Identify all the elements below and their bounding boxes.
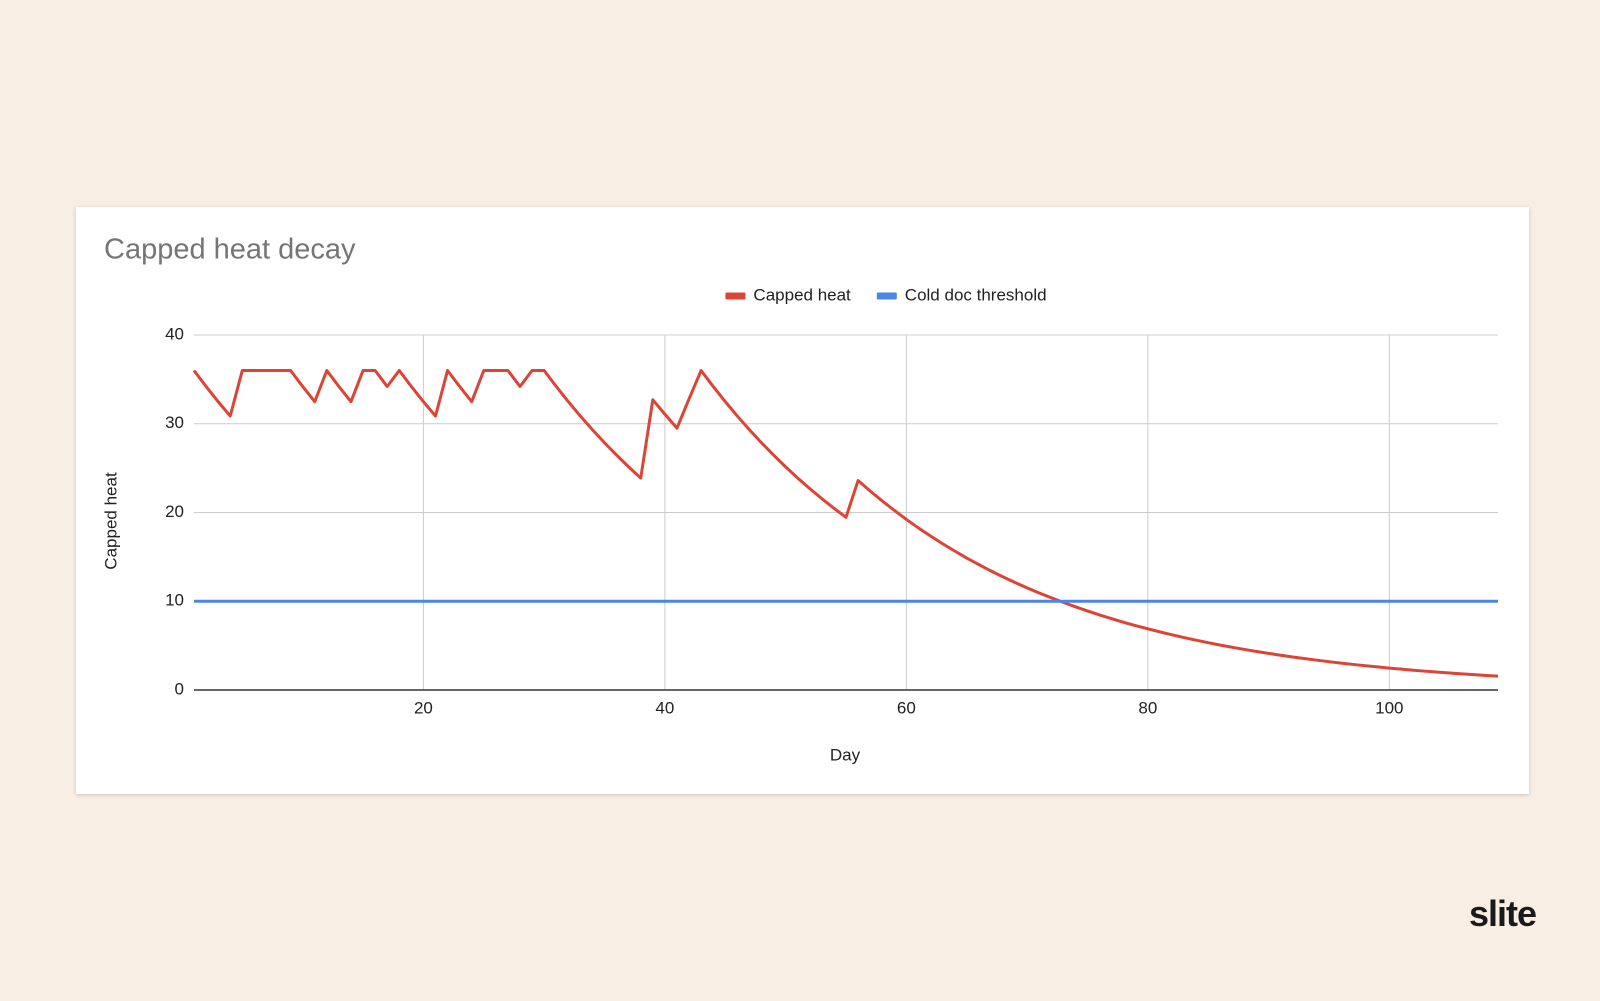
- y-tick-label: 10: [165, 591, 184, 610]
- chart-card: [76, 207, 1529, 794]
- x-tick-label: 40: [655, 698, 674, 717]
- y-tick-label: 0: [175, 679, 184, 698]
- x-tick-label: 20: [414, 698, 433, 717]
- legend-label: Capped heat: [753, 285, 851, 304]
- y-tick-label: 40: [165, 324, 184, 343]
- x-tick-label: 60: [897, 698, 916, 717]
- legend-swatch: [876, 292, 897, 300]
- brand-logo: slite: [1468, 893, 1537, 934]
- series-line: [192, 369, 1499, 678]
- y-tick-label: 30: [165, 413, 184, 432]
- y-tick-label: 20: [165, 502, 184, 521]
- x-axis-label: Day: [830, 745, 861, 764]
- legend-label: Cold doc threshold: [905, 285, 1047, 304]
- y-axis-label: Capped heat: [101, 472, 120, 570]
- legend-swatch: [725, 292, 746, 300]
- x-tick-label: 80: [1138, 698, 1157, 717]
- legend: Capped heat Cold doc threshold: [725, 285, 1047, 304]
- x-tick-label: 100: [1375, 698, 1403, 717]
- chart-title: Capped heat decay: [104, 234, 356, 266]
